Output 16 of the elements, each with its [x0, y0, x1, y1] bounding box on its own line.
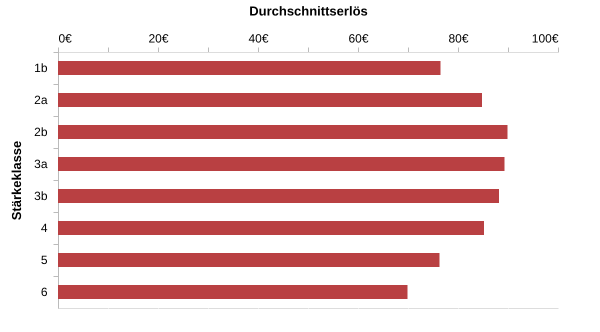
x-axis-title: Durchschnittserlös	[249, 4, 368, 18]
y-tick-label: 4	[40, 221, 48, 235]
x-tick-label: 60€	[348, 32, 369, 46]
y-axis-title: Stärkeklasse	[9, 140, 24, 220]
x-tick-label: 100€	[532, 32, 559, 46]
y-tick-label: 2b	[34, 125, 48, 139]
y-tick-label: 5	[40, 253, 48, 267]
y-tick-label: 2a	[34, 93, 48, 107]
y-tick-label: 3b	[34, 189, 48, 203]
y-tick-label: 3a	[34, 157, 48, 171]
y-tick-label: 1b	[34, 61, 48, 75]
x-tick-label: 40€	[248, 32, 269, 46]
y-tick-label: 6	[40, 285, 48, 299]
x-tick-label: 20€	[148, 32, 169, 46]
x-tick-label: 80€	[448, 32, 469, 46]
x-tick-label: 0€	[58, 32, 72, 46]
